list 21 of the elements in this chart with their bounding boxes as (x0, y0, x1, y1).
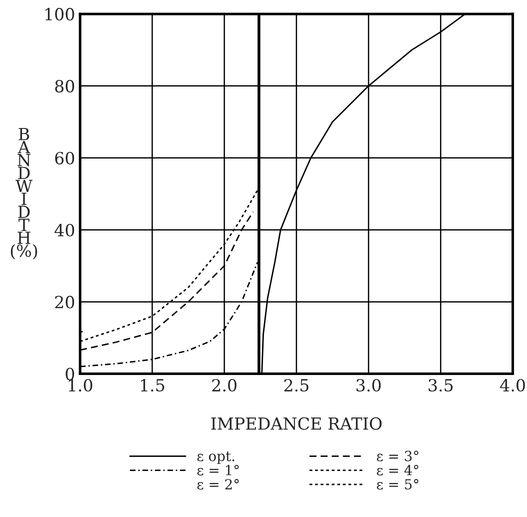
y-tick-label: 20 (55, 296, 74, 308)
x-axis-title: IMPEDANCE RATIO (211, 417, 382, 430)
x-tick-label: 3.5 (428, 378, 453, 392)
legend-label: ε = 3° (376, 450, 418, 462)
y-tick-label: 40 (54, 224, 74, 236)
x-tick-label: 4.0 (500, 378, 525, 392)
x-tick-label: 3.0 (356, 378, 381, 392)
x-tick-label: 1.5 (140, 378, 164, 392)
x-tick-label: 1.0 (68, 378, 92, 392)
y-tick-label: 60 (55, 152, 74, 164)
legend-label: ε = 1° (197, 464, 239, 476)
y-tick-label: 0 (66, 368, 74, 380)
y-tick-label: 100 (45, 8, 74, 21)
x-tick-label: 2.0 (212, 378, 236, 392)
legend-label: ε = 4° (376, 464, 418, 476)
x-tick-label: 2.5 (284, 378, 308, 392)
legend-label: ε = 5° (376, 479, 418, 490)
y-tick-label: 80 (55, 80, 74, 92)
legend-label: ε opt. (197, 452, 234, 464)
text: BANDWIDTH (%) (10, 128, 38, 260)
text: ε = 2° (197, 479, 239, 490)
